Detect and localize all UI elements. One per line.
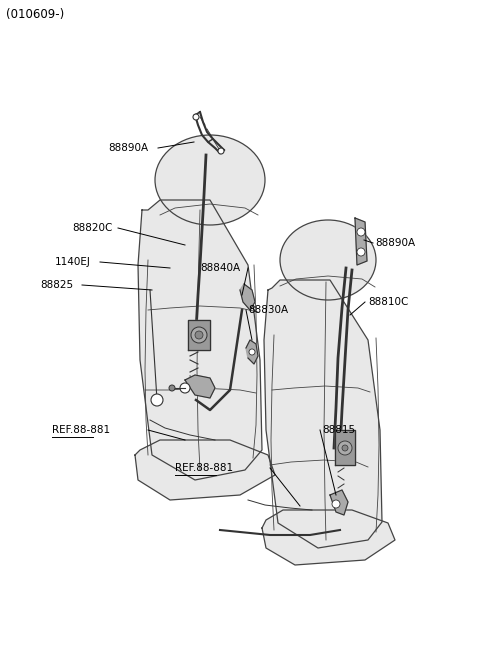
Text: REF.88-881: REF.88-881	[175, 463, 233, 473]
Circle shape	[180, 383, 190, 393]
Circle shape	[357, 228, 365, 236]
Circle shape	[195, 331, 203, 339]
Circle shape	[191, 327, 207, 343]
Polygon shape	[138, 200, 262, 480]
Polygon shape	[262, 510, 395, 565]
Circle shape	[218, 148, 224, 154]
Polygon shape	[188, 320, 210, 350]
Text: 88825: 88825	[40, 280, 73, 290]
Text: 1140EJ: 1140EJ	[55, 257, 91, 267]
Circle shape	[151, 394, 163, 406]
Circle shape	[338, 441, 352, 455]
Text: 88820C: 88820C	[72, 223, 112, 233]
Polygon shape	[246, 340, 258, 364]
Text: 88890A: 88890A	[375, 238, 415, 248]
Circle shape	[169, 385, 175, 391]
Text: (010609-): (010609-)	[6, 8, 64, 21]
Circle shape	[357, 248, 365, 256]
Circle shape	[249, 349, 255, 355]
Polygon shape	[335, 430, 355, 465]
Circle shape	[193, 114, 199, 120]
Circle shape	[332, 500, 340, 508]
Polygon shape	[135, 440, 275, 500]
Ellipse shape	[280, 220, 376, 300]
Polygon shape	[185, 375, 215, 398]
Text: 88810C: 88810C	[368, 297, 408, 307]
Text: 88830A: 88830A	[248, 305, 288, 315]
Polygon shape	[240, 284, 255, 310]
Ellipse shape	[155, 135, 265, 225]
Text: 88840A: 88840A	[200, 263, 240, 273]
Text: 88890A: 88890A	[108, 143, 148, 153]
Text: 88815: 88815	[322, 425, 355, 435]
Polygon shape	[264, 280, 382, 548]
Text: REF.88-881: REF.88-881	[52, 425, 110, 435]
Polygon shape	[355, 218, 367, 265]
Circle shape	[342, 445, 348, 451]
Polygon shape	[330, 490, 348, 515]
